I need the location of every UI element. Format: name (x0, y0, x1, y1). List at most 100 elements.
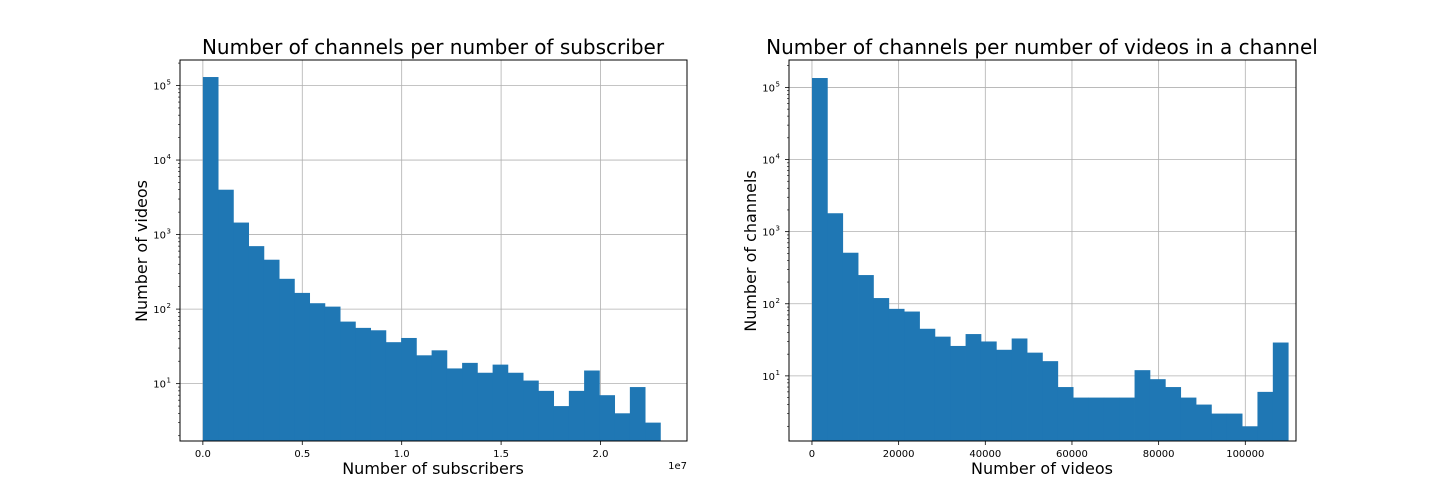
histogram-bar (934, 336, 951, 441)
histogram-bar (401, 337, 417, 441)
histogram-bar (888, 308, 905, 441)
histogram-bar (1119, 397, 1135, 441)
histogram-bar (523, 380, 539, 441)
histogram-bar (1134, 370, 1151, 441)
histogram-bar (1027, 352, 1043, 441)
x-tick-label: 2.0 (593, 449, 609, 460)
histogram-bar (416, 355, 433, 441)
y-tick-exponent: 4 (167, 153, 172, 161)
histogram-bar (980, 341, 997, 441)
y-axis-label: Number of videos (132, 180, 151, 322)
histogram-bar (1272, 342, 1289, 441)
y-tick-label: 10 3 (762, 225, 780, 239)
histogram-bar (202, 77, 219, 441)
histogram-bar (462, 362, 478, 441)
y-tick-exponent: 1 (167, 377, 171, 385)
histogram-bar (1211, 413, 1228, 441)
subscribers-histogram: Number of channels per number of subscri… (132, 35, 688, 478)
x-axis-label: Number of subscribers (342, 459, 524, 478)
histogram-bar (629, 387, 646, 441)
y-tick-exponent: 5 (167, 79, 171, 87)
chart-title: Number of channels per number of videos … (766, 35, 1318, 59)
y-tick-base: 10 (762, 372, 775, 383)
y-tick-exponent: 2 (776, 297, 780, 305)
histogram-bar (553, 406, 570, 441)
histogram-bar (858, 275, 874, 441)
y-tick-base: 10 (153, 156, 166, 167)
histogram-bar (568, 390, 585, 441)
y-tick-base: 10 (762, 300, 775, 311)
histogram-bar (477, 372, 494, 441)
histogram-bar (904, 311, 920, 441)
y-tick-base: 10 (153, 82, 166, 93)
histogram-bar (263, 259, 280, 441)
histogram-bar (492, 364, 509, 441)
x-tick-label: 0.0 (195, 449, 211, 460)
histogram-bar (842, 252, 859, 441)
histogram-bar (248, 246, 265, 441)
y-tick-label: 10 5 (153, 79, 171, 93)
x-axis-ticks: 0.0 0.5 1.0 1.5 2.0 (195, 441, 609, 460)
x-tick-label: 100000 (1226, 449, 1264, 460)
histogram-bar (1180, 397, 1197, 441)
histogram-bar (1165, 387, 1182, 441)
histogram-bar (965, 334, 982, 441)
histogram-bar (279, 278, 295, 441)
histogram-bar (340, 321, 356, 441)
histogram-bar (1242, 426, 1258, 441)
y-axis-label: Number of channels (741, 170, 760, 332)
y-tick-base: 10 (153, 305, 166, 316)
histogram-bar (294, 292, 311, 441)
x-tick-label: 0 (809, 449, 815, 460)
x-axis-offset-label: 1e7 (668, 461, 687, 472)
x-tick-label: 0.5 (294, 449, 310, 460)
histogram-bar (324, 306, 341, 441)
chart-title: Number of channels per number of subscri… (202, 35, 665, 59)
x-axis-ticks: 0 20000 40000 60000 80000 100000 (809, 441, 1264, 460)
histogram-bar (1088, 397, 1105, 441)
x-axis-label: Number of videos (971, 459, 1113, 478)
axes-frame (179, 59, 688, 442)
histogram-bar (1257, 391, 1274, 441)
histogram-bars (811, 78, 1289, 442)
y-tick-label: 10 1 (153, 377, 171, 391)
y-tick-label: 10 1 (762, 369, 780, 383)
y-tick-exponent: 5 (776, 80, 780, 88)
histogram-bar (1057, 387, 1074, 441)
histogram-bar (873, 298, 890, 441)
histogram-bar (370, 330, 387, 441)
y-tick-label: 10 3 (153, 228, 171, 242)
videos-histogram: Number of channels per number of videos … (741, 35, 1318, 478)
x-tick-label: 60000 (1056, 449, 1088, 460)
y-tick-label: 10 4 (762, 153, 780, 167)
y-tick-base: 10 (153, 231, 166, 242)
y-tick-exponent: 1 (776, 369, 780, 377)
histogram-bar (446, 368, 463, 441)
y-tick-label: 10 2 (153, 302, 171, 316)
x-tick-label: 20000 (883, 449, 915, 460)
y-tick-base: 10 (762, 156, 775, 167)
y-tick-label: 10 4 (153, 153, 171, 167)
y-tick-exponent: 3 (167, 228, 171, 236)
histogram-bar (1226, 413, 1243, 441)
histogram-bar (1149, 379, 1166, 441)
histogram-bar (827, 213, 844, 441)
y-tick-label: 10 5 (762, 80, 780, 94)
histogram-bar (811, 78, 828, 442)
y-tick-exponent: 4 (776, 153, 781, 161)
histogram-bar (1073, 397, 1089, 441)
histogram-bar (1196, 404, 1212, 441)
y-tick-label: 10 2 (762, 297, 780, 311)
x-tick-label: 1.0 (394, 449, 410, 460)
histogram-bar (950, 345, 966, 441)
histogram-bar (614, 413, 631, 441)
histogram-bar (355, 327, 372, 441)
histogram-bar (599, 395, 616, 441)
histogram-bar (309, 303, 326, 441)
x-tick-label: 1.5 (493, 449, 509, 460)
axes-frame (788, 59, 1297, 442)
histogram-bar (919, 328, 936, 441)
y-tick-exponent: 2 (167, 302, 171, 310)
